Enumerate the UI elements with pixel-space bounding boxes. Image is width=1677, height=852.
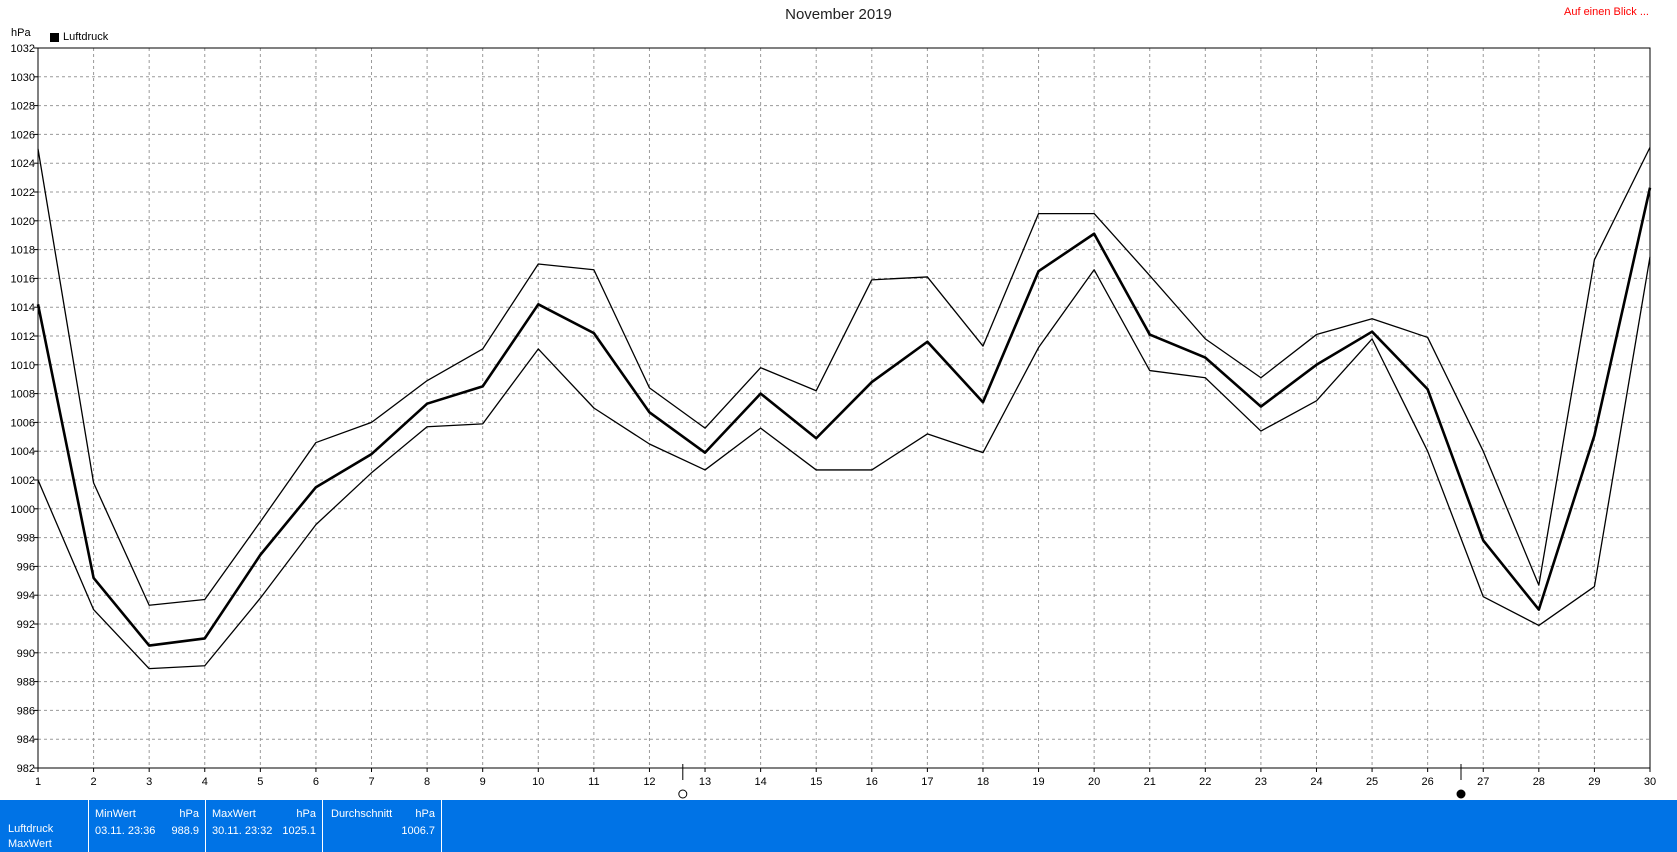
stats-bar: Luftdruck MaxWert MinWert hPa 03.11. 23:…: [0, 800, 1677, 852]
y-tick-label: 1010: [11, 360, 35, 372]
y-tick-label: 1020: [11, 216, 35, 228]
y-axis-unit-label: hPa: [11, 27, 31, 39]
x-tick-label: 14: [754, 776, 766, 788]
stats-row-label-maxwert: MaxWert: [8, 838, 52, 850]
stats-max-time: 30.11. 23:32: [212, 825, 273, 837]
x-tick-label: 26: [1422, 776, 1434, 788]
y-tick-label: 1030: [11, 72, 35, 84]
y-tick-label: 996: [17, 561, 35, 573]
y-tick-label: 994: [17, 590, 35, 602]
series-line-max: [37, 147, 1651, 606]
pressure-chart: 9829849869889909929949969981000100210041…: [11, 43, 1656, 799]
y-tick-label: 988: [17, 677, 35, 689]
x-tick-label: 29: [1588, 776, 1600, 788]
y-tick-label: 998: [17, 533, 35, 545]
x-tick-label: 23: [1255, 776, 1267, 788]
stats-avg-unit: hPa: [415, 808, 435, 820]
y-tick-label: 1016: [11, 273, 35, 285]
y-tick-label: 1000: [11, 504, 35, 516]
y-tick-label: 1022: [11, 187, 35, 199]
x-tick-label: 12: [643, 776, 655, 788]
legend-swatch: [50, 32, 59, 42]
x-axis: 1 2 3 4 5 6 7 8 9 10 11 12 13 14 15 16 17 18 19 20 21 22 23 24 2…: [35, 768, 1656, 788]
y-tick-label: 1014: [11, 302, 35, 314]
stats-max-header: MaxWert: [212, 808, 256, 820]
stats-min-cell: MinWert hPa 03.11. 23:36 988.9: [88, 800, 205, 852]
y-tick-label: 982: [17, 763, 35, 775]
x-tick-label: 9: [480, 776, 486, 788]
quick-view-link[interactable]: Auf einen Blick ...: [1564, 6, 1649, 18]
full-moon-icon: [678, 789, 688, 799]
y-tick-label: 1032: [11, 43, 35, 55]
x-tick-label: 6: [313, 776, 319, 788]
stats-min-unit: hPa: [179, 808, 199, 820]
y-tick-label: 1004: [11, 446, 35, 458]
y-tick-label: 990: [17, 648, 35, 660]
y-tick-label: 1028: [11, 101, 35, 113]
y-tick-label: 1012: [11, 331, 35, 343]
stats-avg-cell: Durchschnitt hPa 1006.7: [322, 800, 442, 852]
x-tick-label: 5: [257, 776, 263, 788]
x-tick-label: 16: [866, 776, 878, 788]
x-tick-label: 18: [977, 776, 989, 788]
y-tick-label: 1024: [11, 158, 35, 170]
y-tick-label: 992: [17, 619, 35, 631]
y-tick-label: 1026: [11, 129, 35, 141]
y-axis: 982 984 986 988 990 992 994 996 998 1000 1002 1004 1…: [11, 43, 38, 775]
new-moon-icon: [1456, 789, 1466, 799]
x-tick-label: 20: [1088, 776, 1100, 788]
x-tick-label: 11: [588, 776, 599, 788]
y-tick-label: 1006: [11, 417, 35, 429]
x-tick-label: 22: [1199, 776, 1211, 788]
stats-max-unit: hPa: [296, 808, 316, 820]
stats-avg-header: Durchschnitt: [331, 808, 393, 820]
chart-title: November 2019: [785, 6, 892, 23]
grid-layer: [38, 48, 1650, 768]
x-tick-label: 4: [202, 776, 208, 788]
x-tick-label: 13: [699, 776, 711, 788]
y-tick-label: 986: [17, 705, 35, 717]
stats-max-cell: MaxWert hPa 30.11. 23:32 1025.1: [205, 800, 322, 852]
x-tick-label: 8: [424, 776, 430, 788]
y-tick-label: 1002: [11, 475, 35, 487]
moon-markers: [678, 764, 1466, 799]
x-tick-label: 28: [1533, 776, 1545, 788]
x-tick-label: 3: [146, 776, 152, 788]
stats-avg-value: 1006.7: [401, 825, 435, 837]
stats-max-value: 1025.1: [282, 825, 316, 837]
legend: Luftdruck: [50, 31, 108, 43]
y-tick-label: 984: [17, 734, 35, 746]
stats-min-time: 03.11. 23:36: [95, 825, 156, 837]
x-tick-label: 24: [1310, 776, 1322, 788]
y-tick-label: 1018: [11, 245, 35, 257]
x-tick-label: 15: [810, 776, 822, 788]
x-tick-label: 7: [368, 776, 374, 788]
x-tick-label: 17: [921, 776, 933, 788]
x-tick-label: 25: [1366, 776, 1378, 788]
x-tick-label: 19: [1032, 776, 1044, 788]
x-tick-label: 21: [1144, 776, 1156, 788]
x-tick-label: 30: [1644, 776, 1656, 788]
stats-min-header: MinWert: [95, 808, 136, 820]
series-line-min: [37, 256, 1651, 670]
series-layer: [36, 147, 1652, 670]
y-tick-label: 1008: [11, 389, 35, 401]
legend-label: Luftdruck: [63, 31, 109, 43]
series-line-mean: [36, 187, 1652, 647]
x-tick-label: 2: [91, 776, 97, 788]
plot-frame: [37, 47, 1651, 769]
x-tick-label: 1: [35, 776, 41, 788]
stats-row-labels: Luftdruck MaxWert: [8, 822, 53, 852]
stats-min-value: 988.9: [171, 825, 199, 837]
x-tick-label: 10: [532, 776, 544, 788]
stats-row-label-luftdruck: Luftdruck: [8, 823, 54, 835]
x-tick-label: 27: [1477, 776, 1489, 788]
